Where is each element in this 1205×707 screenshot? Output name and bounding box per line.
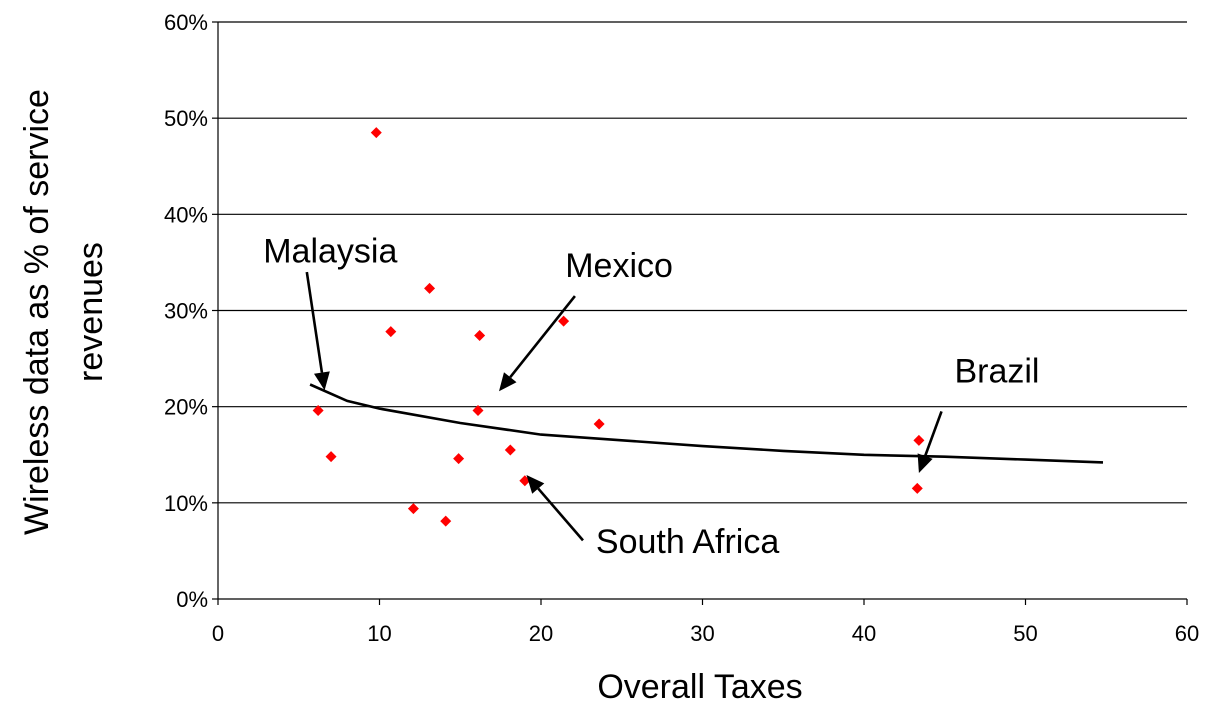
annotation-label: Malaysia [263, 232, 397, 270]
y-tick-label: 10% [164, 491, 208, 516]
trendline [309, 383, 1104, 464]
data-point [558, 315, 570, 327]
x-tick-label: 20 [529, 621, 553, 646]
y-tick-labels: 0% 10% 20% 30% 40% 50% 60% [164, 10, 218, 612]
y-tick-label: 20% [164, 395, 208, 420]
data-point [385, 326, 397, 338]
x-tick-label: 40 [852, 621, 876, 646]
x-tick-label: 0 [212, 621, 224, 646]
data-point [424, 282, 436, 294]
x-tick-labels: 0 10 20 30 40 50 60 [212, 599, 1199, 646]
gridlines [218, 21, 1187, 504]
annotation-arrow-line [537, 487, 584, 542]
annotations: Malaysia Mexico Brazil South Africa [263, 232, 1039, 560]
annotation-arrowhead [917, 453, 933, 474]
annotation-arrow-line [305, 271, 324, 373]
data-point [911, 482, 923, 494]
annotation-south-africa: South Africa [526, 474, 779, 561]
data-point [913, 434, 925, 446]
y-tick-label: 0% [176, 587, 208, 612]
annotation-arrowhead [526, 474, 545, 494]
annotation-label: South Africa [596, 523, 779, 561]
y-tick-label: 60% [164, 10, 208, 35]
data-point [593, 418, 605, 430]
y-tick-label: 40% [164, 202, 208, 227]
x-axis-title: Overall Taxes [597, 668, 802, 706]
x-tick-label: 60 [1175, 621, 1199, 646]
annotation-mexico: Mexico [499, 247, 673, 392]
data-points [312, 127, 925, 527]
annotation-label: Brazil [954, 353, 1039, 391]
y-axis-title: Wireless data as % of service revenues [18, 89, 110, 535]
x-tick-label: 50 [1013, 621, 1037, 646]
data-point [453, 453, 465, 465]
x-tick-label: 10 [367, 621, 391, 646]
y-tick-label: 50% [164, 106, 208, 131]
annotation-brazil: Brazil [917, 353, 1039, 474]
data-point [407, 503, 419, 515]
annotation-arrowhead [499, 372, 517, 392]
trendline-group [309, 383, 1104, 464]
x-tick-label: 30 [690, 621, 714, 646]
data-point [472, 405, 484, 417]
data-point [504, 444, 516, 456]
y-tick-label: 30% [164, 299, 208, 324]
annotation-arrow-line [509, 295, 576, 379]
y-axis-title-line1: Wireless data as % of service [18, 89, 56, 535]
annotation-malaysia: Malaysia [263, 232, 397, 391]
data-point [312, 405, 324, 417]
data-point [325, 451, 337, 463]
data-point [440, 515, 452, 527]
annotation-arrowhead [314, 371, 330, 391]
data-point [370, 127, 382, 139]
data-point [474, 330, 486, 342]
annotation-label: Mexico [565, 247, 673, 285]
y-axis-title-line2: revenues [72, 242, 110, 382]
annotation-arrow-line [923, 411, 943, 457]
